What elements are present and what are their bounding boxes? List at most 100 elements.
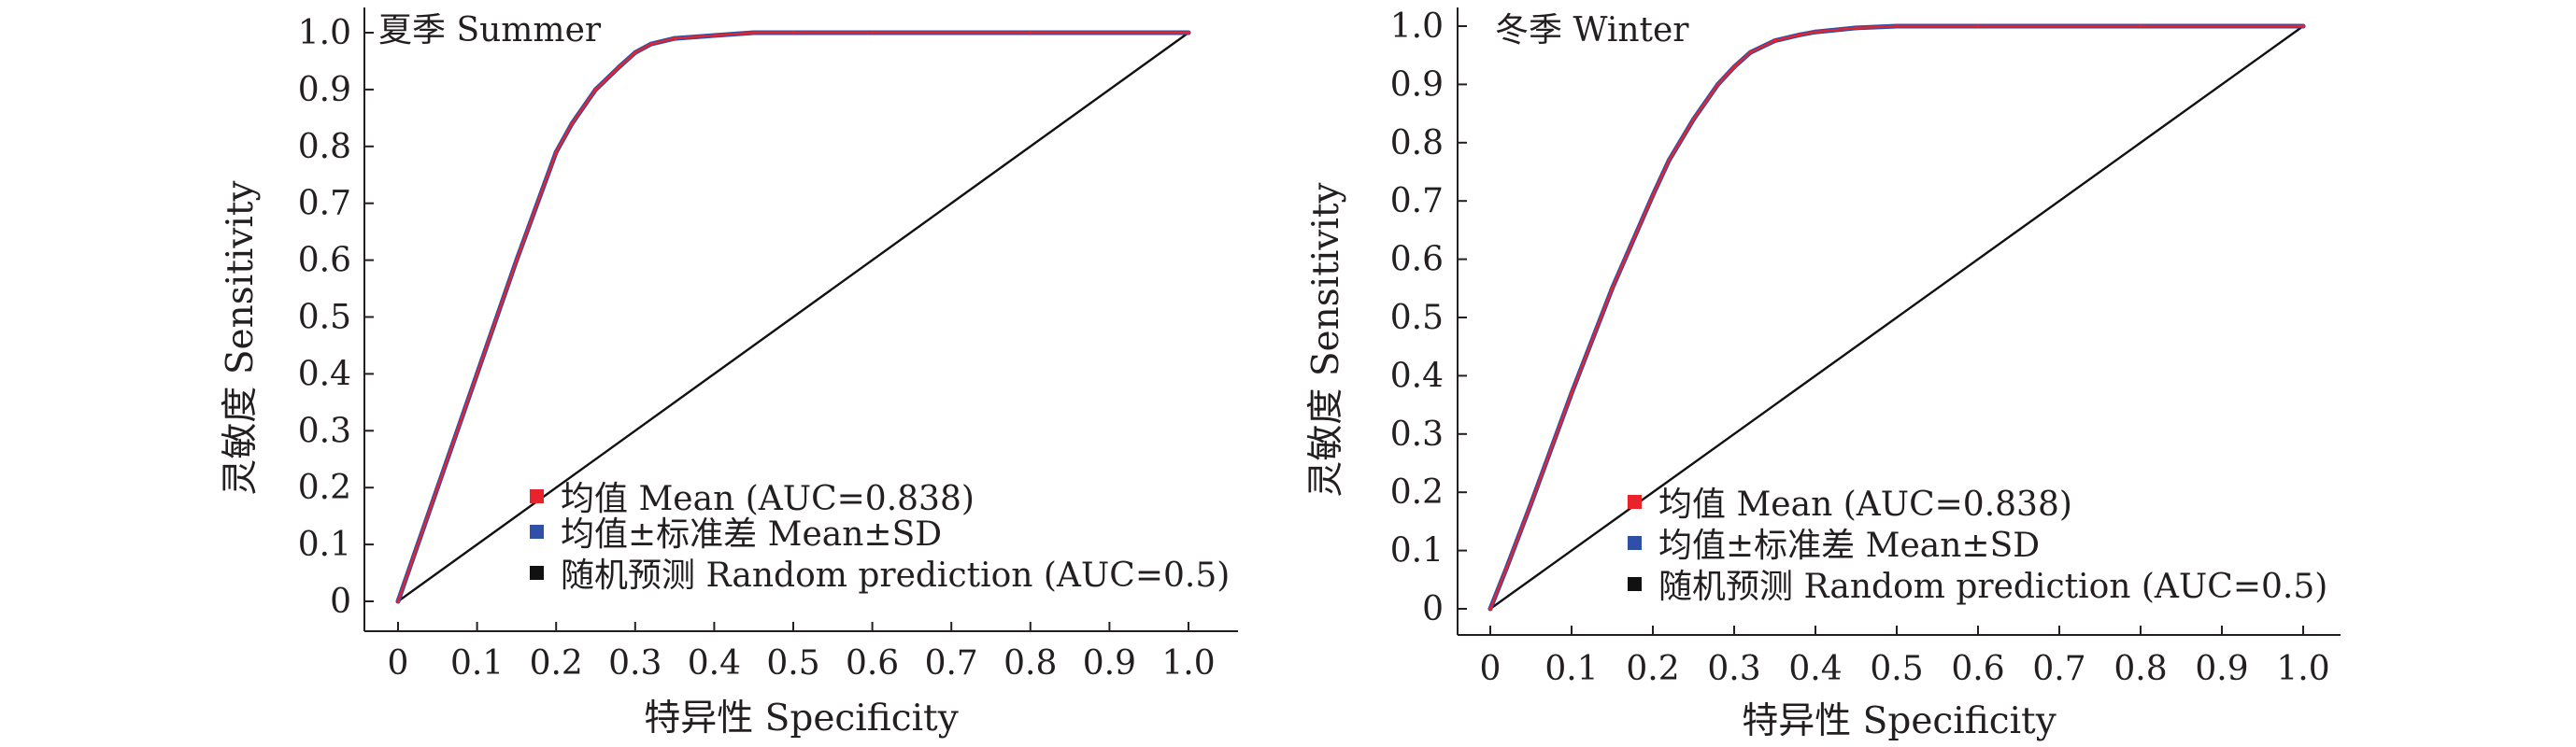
legend-label-mean: 均值 Mean (AUC=0.838) <box>561 480 975 518</box>
x-tick-label: 0 <box>388 644 409 683</box>
legend-swatch-mean <box>1628 495 1642 509</box>
legend-swatch-mean <box>530 489 544 503</box>
mean-roc-point <box>1854 26 1858 30</box>
legend-label-random: 随机预测 Random prediction (AUC=0.5) <box>1658 568 2327 606</box>
legend-swatch-random <box>1628 577 1642 591</box>
y-tick-label: 0.7 <box>1390 182 1444 220</box>
mean-roc-point <box>791 31 795 35</box>
mean-roc-point <box>1529 501 1533 506</box>
y-tick-label: 0.9 <box>298 71 351 109</box>
x-tick-label: 0.2 <box>530 644 583 683</box>
random-prediction-line <box>1488 24 2305 611</box>
mean-roc-point <box>396 599 400 603</box>
mean-roc-point <box>1029 31 1032 35</box>
y-tick-label: 0.2 <box>298 469 351 507</box>
mean-roc-point <box>2139 24 2142 28</box>
summer-roc-panel: 0 0.1 0.2 0.3 0.4 0.5 0.6 0.7 0.8 0.9 1.0 0 0.1 0.2 0.… <box>220 7 1238 740</box>
y-tick-label: 0.2 <box>1390 473 1444 512</box>
x-tick-label: 0.3 <box>1707 650 1760 688</box>
mean-roc-line <box>396 31 1190 603</box>
x-tick-label: 0.4 <box>688 644 741 683</box>
mean-roc-point <box>435 486 440 489</box>
x-axis-title: 特异性 Specificity <box>1742 700 2057 742</box>
y-tick-label: 0 <box>1422 590 1444 628</box>
mean-roc-point <box>1732 64 1736 69</box>
mean-roc-point <box>1748 50 1753 54</box>
mean-roc-point <box>1488 607 1492 611</box>
mean-roc-point <box>1797 33 1801 37</box>
x-tick-label: 1.0 <box>2276 650 2329 688</box>
x-tick-label: 0.7 <box>2032 650 2085 688</box>
mean-roc-point <box>2301 24 2305 28</box>
y-tick-label: 0.3 <box>1390 416 1444 454</box>
mean-roc-point <box>1772 38 1777 43</box>
y-tick-label: 0.9 <box>1390 65 1444 104</box>
mean-roc-point <box>1667 158 1672 162</box>
panel-title: 冬季 Winter <box>1495 11 1689 49</box>
mean-roc-point <box>475 372 479 376</box>
x-tick-label: 0.8 <box>1003 644 1057 683</box>
y-tick-label: 0.5 <box>298 299 351 337</box>
legend-label-random: 随机预测 Random prediction (AUC=0.5) <box>561 557 1230 595</box>
x-tick-label: 0 <box>1480 650 1501 688</box>
y-tick-label: 0.8 <box>1390 124 1444 162</box>
y-tick-label: 1.0 <box>298 14 351 52</box>
y-axis-title: 灵敏度 Sensitivity <box>220 180 262 495</box>
mean-roc-point <box>1691 118 1696 121</box>
x-tick-label: 0.1 <box>1544 650 1598 688</box>
mean-roc-point <box>712 34 717 37</box>
legend-swatch-random <box>530 566 544 580</box>
y-tick-label: 0.6 <box>298 242 351 280</box>
y-tick-label: 0.8 <box>298 128 351 166</box>
mean-roc-point <box>1814 30 1817 34</box>
y-tick-label: 0.4 <box>1390 357 1444 395</box>
mean-roc-point <box>673 36 676 40</box>
legend-swatch-sd <box>530 525 544 539</box>
mean-roc-point <box>554 150 558 154</box>
y-tick-label: 0.1 <box>1390 532 1444 571</box>
y-tick-label: 0.4 <box>298 355 351 393</box>
mean-roc-point <box>515 258 519 262</box>
y-tick-label: 0 <box>330 583 351 621</box>
mean-roc-point <box>633 50 637 55</box>
mean-roc-point <box>751 31 756 35</box>
mean-roc-point <box>1895 24 1899 28</box>
x-tick-label: 0.9 <box>2195 650 2248 688</box>
x-tick-label: 0.6 <box>1951 650 2004 688</box>
x-tick-label: 0.6 <box>846 644 899 683</box>
mean-roc-point <box>593 88 598 92</box>
x-tick-label: 0.3 <box>608 644 662 683</box>
x-tick-label: 0.5 <box>1870 650 1923 688</box>
panel-title: 夏季 Summer <box>378 11 602 49</box>
x-tick-label: 0.9 <box>1083 644 1136 683</box>
random-prediction-line <box>396 31 1190 603</box>
mean-roc-point <box>1570 391 1573 395</box>
legend-label-sd: 均值±标准差 Mean±SD <box>1658 527 2040 565</box>
y-tick-label: 0.7 <box>298 185 351 223</box>
x-tick-label: 0.7 <box>925 644 978 683</box>
mean-roc-point <box>1651 193 1655 197</box>
mean-roc-point <box>1504 566 1509 571</box>
y-tick-label: 0.6 <box>1390 241 1444 279</box>
legend-label-mean: 均值 Mean (AUC=0.838) <box>1658 486 2072 524</box>
mean-roc-point <box>648 42 653 46</box>
legend-swatch-sd <box>1628 536 1642 550</box>
mean-roc-point <box>618 64 621 69</box>
y-tick-label: 0.3 <box>298 412 351 450</box>
y-tick-label: 0.5 <box>1390 299 1444 337</box>
mean-roc-point <box>1976 24 1980 28</box>
x-tick-label: 0.2 <box>1626 650 1679 688</box>
x-tick-label: 0.4 <box>1788 650 1842 688</box>
x-tick-label: 0.5 <box>766 644 819 683</box>
mean-roc-point <box>412 554 416 558</box>
mean-roc-point <box>1715 82 1720 87</box>
mean-roc-point <box>570 121 574 126</box>
mean-roc-point <box>1187 31 1190 35</box>
x-tick-label: 1.0 <box>1161 644 1215 683</box>
mean-roc-point <box>1610 287 1615 290</box>
y-tick-label: 1.0 <box>1390 7 1444 46</box>
x-axis-title: 特异性 Specificity <box>644 698 959 740</box>
y-axis-title: 灵敏度 Sensitivity <box>1305 182 1347 497</box>
x-tick-label: 0.1 <box>450 644 504 683</box>
